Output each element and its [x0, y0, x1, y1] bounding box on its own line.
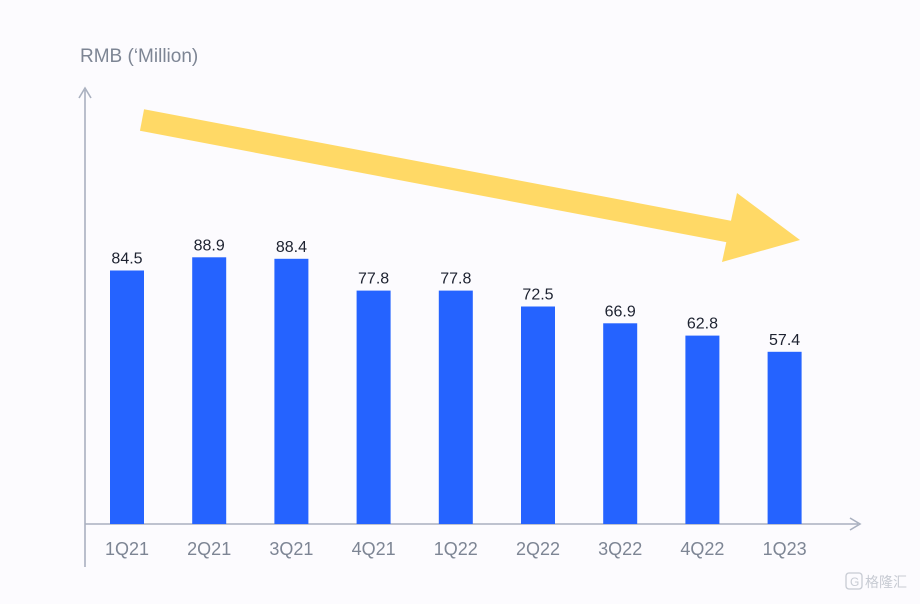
x-tick-label-1Q23: 1Q23 — [763, 539, 807, 559]
g-logo-icon — [845, 572, 863, 590]
value-label-4Q22: 62.8 — [687, 316, 718, 333]
bar-3Q21 — [274, 258, 309, 524]
bar-2Q21 — [192, 257, 227, 524]
value-label-1Q23: 57.4 — [769, 332, 800, 349]
trend-arrow-head — [722, 193, 800, 262]
value-label-4Q21: 77.8 — [358, 271, 389, 288]
x-tick-label-1Q21: 1Q21 — [105, 539, 149, 559]
value-label-2Q21: 88.9 — [194, 237, 225, 254]
watermark-text: 格隆汇 — [865, 574, 907, 590]
x-tick-labels: 1Q21 2Q21 3Q21 4Q21 1Q22 2Q22 3Q22 4Q22 1Q23 — [105, 539, 807, 559]
bars — [110, 257, 802, 524]
trend-arrow-shaft — [139, 109, 745, 245]
bar-1Q23 — [767, 351, 802, 524]
bar-3Q22 — [603, 323, 638, 524]
value-label-3Q22: 66.9 — [605, 303, 636, 320]
value-labels: 84.5 88.9 88.4 77.8 77.8 72.5 66.9 62.8 57.4 — [111, 237, 800, 348]
bar-4Q21 — [356, 290, 391, 524]
x-tick-label-2Q22: 2Q22 — [516, 539, 560, 559]
bar-4Q22 — [685, 335, 720, 524]
value-label-3Q21: 88.4 — [276, 239, 307, 256]
value-label-2Q22: 72.5 — [522, 287, 553, 304]
x-tick-label-4Q22: 4Q22 — [680, 539, 724, 559]
value-label-1Q22: 77.8 — [440, 271, 471, 288]
value-label-1Q21: 84.5 — [111, 251, 142, 268]
x-tick-label-1Q22: 1Q22 — [434, 539, 478, 559]
x-tick-label-3Q22: 3Q22 — [598, 539, 642, 559]
g-logo-glyph: G — [850, 575, 859, 589]
x-tick-label-2Q21: 2Q21 — [187, 539, 231, 559]
bar-1Q21 — [110, 270, 144, 524]
watermark: G 格隆汇 — [845, 572, 907, 590]
y-axis-arrowhead — [78, 86, 92, 99]
x-tick-label-3Q21: 3Q21 — [269, 539, 313, 559]
trend-arrow — [139, 109, 800, 262]
y-axis-unit-label: RMB (‘Million) — [80, 46, 198, 67]
x-tick-label-4Q21: 4Q21 — [352, 539, 396, 559]
bar-2Q22 — [521, 306, 555, 524]
x-axis-arrowhead — [849, 517, 862, 531]
bar-1Q22 — [438, 290, 473, 524]
